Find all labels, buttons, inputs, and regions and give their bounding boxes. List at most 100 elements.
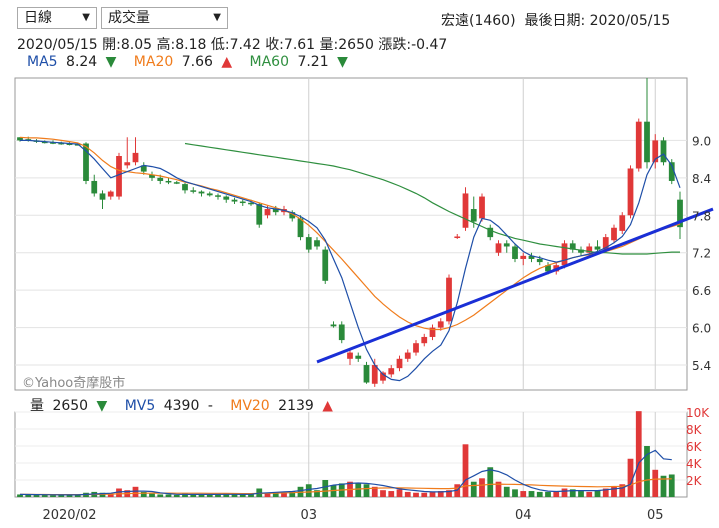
mv5-arrow-icon: - <box>207 398 213 414</box>
candle-body <box>248 202 254 205</box>
candle-body <box>256 204 263 225</box>
quote-line: 2020/05/15 開:8.05 高:8.18 低:7.42 收:7.61 量… <box>17 34 447 54</box>
candle-body <box>644 121 650 163</box>
price-tick-label: 6.6 <box>692 284 711 298</box>
volume-bar <box>223 493 230 497</box>
ma5-arrow-icon: ▼ <box>105 54 117 70</box>
volume-bar <box>173 494 180 497</box>
volume-bar <box>289 491 296 497</box>
volume-bar <box>462 444 469 497</box>
candle-body <box>355 355 362 359</box>
volume-label: 量: <box>319 37 339 53</box>
stock-title: 宏遠(1460) 最後日期: 2020/05/15 <box>441 10 670 30</box>
candle-body <box>41 141 48 144</box>
volume-bar <box>198 494 205 497</box>
volume-tick-label: 8K <box>686 423 703 437</box>
volume-bar <box>272 492 279 497</box>
watermark: ©Yahoo奇摩股市 <box>22 375 125 391</box>
mv5-value: 4390 <box>163 398 200 414</box>
candle-body <box>561 243 568 266</box>
candle-body <box>462 193 469 228</box>
volume-bar <box>215 494 221 497</box>
x-tick-label: 05 <box>647 508 664 523</box>
candle-body <box>404 352 411 359</box>
volume-bar <box>446 490 452 497</box>
ma20-value: 7.66 <box>181 54 213 70</box>
price-tick-label: 9.0 <box>692 134 711 148</box>
x-tick-label: 03 <box>300 508 317 523</box>
volume-bar <box>553 491 560 497</box>
candle-body <box>520 255 527 259</box>
mv5-line <box>19 449 672 496</box>
price-tick-label: 8.4 <box>692 172 711 186</box>
low-label: 低: <box>210 37 230 53</box>
mv5-label: MV5 <box>124 398 156 414</box>
volume-bar <box>479 478 485 497</box>
candle-body <box>149 174 155 178</box>
volume-bar <box>314 490 320 497</box>
indicator-select[interactable]: 成交量 ▼ <box>101 7 228 29</box>
volume-bar <box>388 491 395 497</box>
ma5-line <box>20 139 681 382</box>
volume-bar <box>190 494 197 497</box>
price-panel-frame <box>14 77 688 391</box>
volume-value: 2650 <box>338 37 374 53</box>
period-select[interactable]: 日線 ▼ <box>17 7 97 29</box>
change-label: 漲跌: <box>378 37 412 53</box>
candle-body <box>454 236 461 238</box>
candle-body <box>198 191 205 194</box>
candle-body <box>239 201 246 204</box>
volume-bar <box>437 491 444 497</box>
candle-body <box>330 324 337 327</box>
candle-body <box>594 246 601 250</box>
high-label: 高: <box>156 37 176 53</box>
volume-bar <box>578 491 584 497</box>
trendline <box>316 207 714 364</box>
volume-bar <box>363 484 370 497</box>
volume-bar <box>132 486 139 497</box>
candle-body <box>190 190 197 192</box>
candle-body <box>132 152 139 163</box>
candle-body <box>297 218 304 238</box>
volume-tick-label: 4K <box>686 457 703 471</box>
candle-body <box>140 165 147 172</box>
period-select-value: 日線 <box>24 10 52 26</box>
candle-body <box>635 121 642 169</box>
last-date-label: 最後日期: <box>524 13 586 29</box>
volume-bar <box>116 488 122 497</box>
volume-bar <box>231 494 238 497</box>
candle-body <box>627 168 634 216</box>
ma5-label: MA5 <box>27 54 58 70</box>
volume-bar <box>470 481 477 497</box>
candle-body <box>569 243 576 250</box>
low-value: 7.42 <box>229 37 261 53</box>
vol-label: 量 <box>30 398 44 414</box>
mv20-value: 2139 <box>278 398 314 414</box>
price-tick-label: 7.8 <box>692 209 711 223</box>
high-value: 8.18 <box>175 37 207 53</box>
volume-bar <box>149 493 155 497</box>
volume-bar <box>545 491 551 497</box>
close-value: 7.61 <box>283 37 316 53</box>
volume-bar <box>380 490 386 497</box>
x-tick-label: 04 <box>515 508 532 523</box>
mv20-arrow-icon: ▲ <box>322 398 334 414</box>
vol-arrow-icon: ▼ <box>96 398 108 414</box>
candle-body <box>371 365 378 384</box>
candle-body <box>17 137 23 141</box>
volume-bar <box>41 494 48 497</box>
volume-bar <box>652 469 659 497</box>
candle-body <box>503 243 510 247</box>
candle-body <box>223 196 230 200</box>
volume-bar <box>644 446 650 497</box>
candle-body <box>363 365 370 383</box>
volume-bar <box>528 491 535 497</box>
candle-body <box>124 162 131 166</box>
volume-bar <box>74 494 81 497</box>
candle-body <box>272 209 279 213</box>
candle-body <box>165 180 172 183</box>
candle-body <box>512 246 518 259</box>
candle-body <box>182 184 188 191</box>
chevron-down-icon: ▼ <box>213 12 221 23</box>
